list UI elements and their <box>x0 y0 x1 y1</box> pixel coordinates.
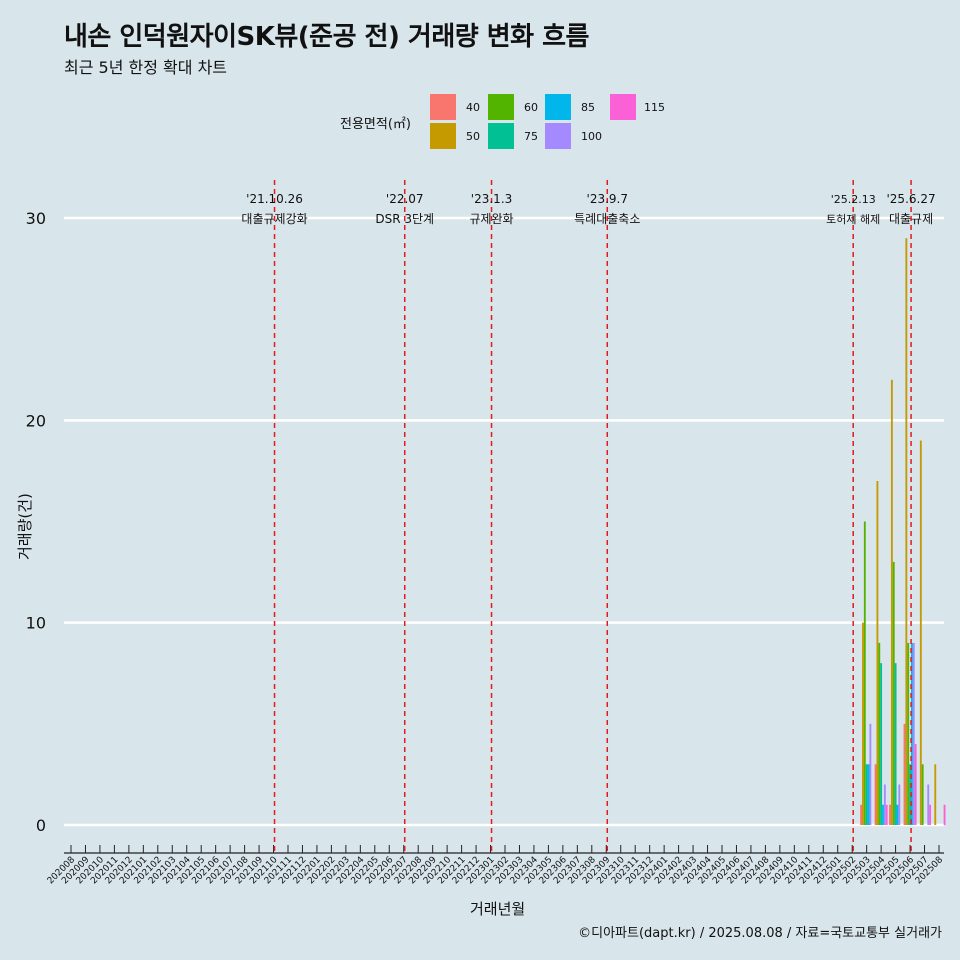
legend-item-100: 100 <box>545 123 602 149</box>
bar-75-202504 <box>880 663 883 825</box>
event-label-1: DSR 3단계 <box>375 212 434 226</box>
bar-100-202505 <box>898 784 901 825</box>
bar-50-202508 <box>934 764 937 825</box>
x-axis-label: 거래년월 <box>470 900 526 918</box>
bar-40-202504 <box>874 764 877 825</box>
bar-50-202504 <box>876 481 879 825</box>
y-tick-label-10: 10 <box>26 614 46 633</box>
legend-key-75 <box>488 123 514 149</box>
legend-item-85: 85 <box>545 94 595 120</box>
event-label-2: 규제완화 <box>469 212 513 226</box>
bar-40-202503 <box>860 804 863 825</box>
bar-50-202506 <box>905 238 908 825</box>
bar-60-202503 <box>863 521 866 825</box>
bar-115-202506 <box>914 744 917 825</box>
legend-key-60 <box>488 94 514 120</box>
bar-60-202504 <box>878 642 881 825</box>
legend-item-75: 75 <box>488 123 538 149</box>
legend-key-50 <box>430 123 456 149</box>
bar-115-202504 <box>885 804 888 825</box>
legend-label-40: 40 <box>466 100 480 114</box>
legend-item-50: 50 <box>430 123 480 149</box>
bar-100-202504 <box>883 784 886 825</box>
legend-key-85 <box>545 94 571 120</box>
bar-50-202507 <box>919 440 922 825</box>
bar-85-202503 <box>867 764 870 825</box>
event-date-5: '25.6.27 <box>887 192 936 206</box>
legend-item-40: 40 <box>430 94 480 120</box>
y-tick-label-0: 0 <box>36 816 46 835</box>
legend-title: 전용면적(㎡) <box>340 117 411 132</box>
event-label-5: 대출규제 <box>889 212 933 226</box>
bar-85-202506 <box>910 642 913 825</box>
bar-60-202506 <box>907 642 910 825</box>
legend-label-60: 60 <box>524 100 538 114</box>
event-date-4: '25.2.13 <box>831 193 876 206</box>
legend-label-85: 85 <box>581 100 595 114</box>
legend-key-100 <box>545 123 571 149</box>
legend-label-100: 100 <box>581 129 602 143</box>
bar-115-202507 <box>929 804 932 825</box>
event-label-3: 특례대출축소 <box>574 212 640 226</box>
bar-50-202505 <box>890 379 893 825</box>
legend-item-60: 60 <box>488 94 538 120</box>
legend-label-75: 75 <box>524 129 538 143</box>
event-date-3: '23.9.7 <box>587 192 628 206</box>
event-date-1: '22.07 <box>386 192 424 206</box>
bar-75-202506 <box>909 764 911 825</box>
source-caption: ©디아파트(dapt.kr) / 2025.08.08 / 자료=국토교통부 실… <box>578 926 942 941</box>
event-date-0: '21.10.26 <box>246 192 303 206</box>
bar-60-202505 <box>892 561 895 825</box>
legend-item-115: 115 <box>610 94 665 120</box>
y-axis-label: 거래량(건) <box>16 493 34 560</box>
event-label-4: 토허제 해제 <box>826 212 880 226</box>
legend-label-50: 50 <box>466 129 480 143</box>
y-tick-label-20: 20 <box>26 411 46 430</box>
bar-100-202507 <box>927 784 930 825</box>
bar-75-202503 <box>865 764 868 825</box>
bar-85-202505 <box>896 804 899 825</box>
bar-40-202505 <box>889 804 891 825</box>
chart-title: 내손 인덕원자이SK뷰(준공 전) 거래량 변화 흐름 <box>64 22 589 52</box>
bar-100-202503 <box>869 723 872 825</box>
chart-subtitle: 최근 5년 한정 확대 차트 <box>64 58 228 77</box>
y-tick-label-30: 30 <box>26 209 46 228</box>
bar-50-202503 <box>862 622 864 825</box>
bar-115-202508 <box>943 804 946 825</box>
legend-key-115 <box>610 94 636 120</box>
bar-100-202506 <box>912 642 915 825</box>
event-label-0: 대출규제강화 <box>241 212 307 226</box>
legend-key-40 <box>430 94 456 120</box>
bar-60-202507 <box>921 764 924 825</box>
bar-85-202504 <box>882 804 884 825</box>
event-date-2: '23.1.3 <box>471 192 512 206</box>
legend-label-115: 115 <box>644 100 665 114</box>
bar-40-202506 <box>903 723 906 825</box>
bar-75-202505 <box>894 663 897 825</box>
